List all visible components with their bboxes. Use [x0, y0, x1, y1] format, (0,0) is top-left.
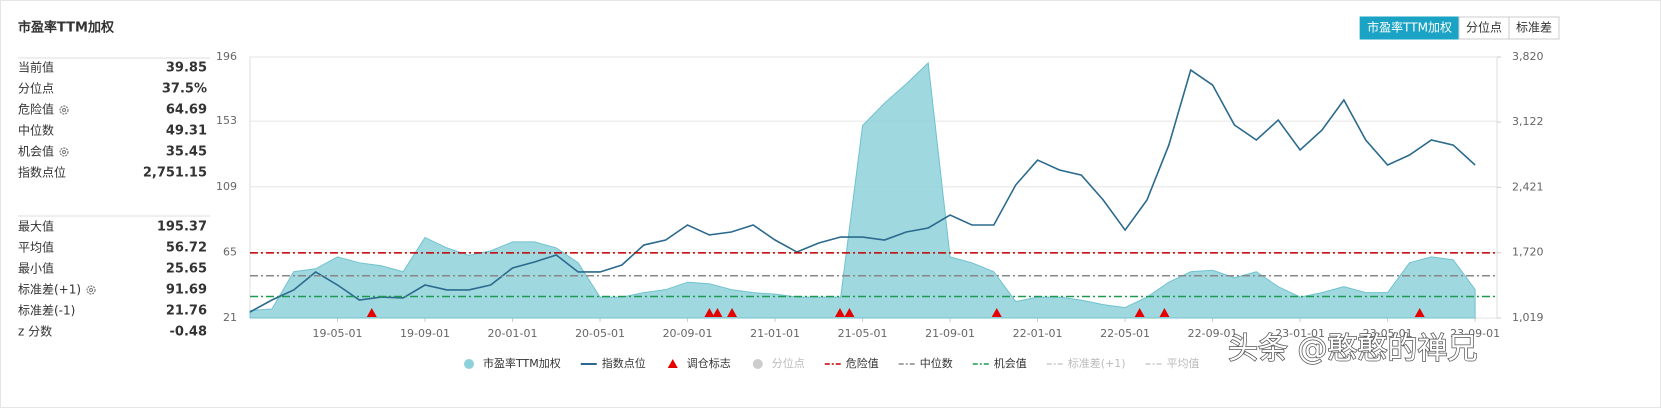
- stat-label: 当前值: [18, 60, 54, 75]
- settings-icon: [86, 285, 96, 295]
- stat-value: 49.31: [166, 124, 207, 139]
- settings-icon: [62, 108, 67, 112]
- y-tick-label: 65: [223, 245, 237, 258]
- y2-tick-label: 2,421: [1512, 180, 1544, 193]
- x-tick-label: 21-09-01: [925, 327, 975, 340]
- stat-value: 195.37: [157, 220, 207, 235]
- legend-item[interactable]: 调仓标志: [667, 356, 731, 370]
- stat-label: 平均值: [18, 240, 54, 255]
- stat-label: 中位数: [18, 123, 54, 138]
- y-tick-label: 109: [216, 180, 237, 193]
- y-tick-label: 196: [216, 50, 237, 63]
- legend-label: 机会值: [994, 356, 1027, 370]
- settings-icon: [59, 147, 69, 157]
- legend-label: 指数点位: [602, 356, 646, 370]
- panel-title: 市盈率TTM加权: [18, 20, 115, 36]
- rebalance-marker: [704, 308, 715, 317]
- legend-label: 中位数: [920, 356, 953, 370]
- stat-value: 25.65: [166, 262, 207, 277]
- stat-value: -0.48: [170, 325, 207, 340]
- stat-value: 2,751.15: [143, 166, 207, 181]
- x-tick-label: 23-09-01: [1450, 327, 1500, 340]
- stat-label: z 分数: [18, 324, 52, 339]
- stat-label: 机会值: [18, 144, 54, 159]
- x-tick-label: 22-01-01: [1013, 327, 1063, 340]
- x-tick-label: 20-09-01: [663, 327, 713, 340]
- tab[interactable]: 标准差: [1516, 21, 1552, 35]
- x-tick-label: 20-01-01: [488, 327, 538, 340]
- stat-label: 标准差(+1): [18, 283, 81, 297]
- stat-label: 最小值: [18, 261, 54, 276]
- legend-item[interactable]: 指数点位: [580, 356, 646, 370]
- y2-tick-label: 3,122: [1512, 115, 1544, 128]
- stat-label: 指数点位: [18, 165, 66, 180]
- x-tick-label: 23-05-01: [1363, 327, 1413, 340]
- rebalance-marker: [1159, 308, 1170, 317]
- rebalance-marker: [366, 308, 377, 317]
- stat-label: 分位点: [18, 81, 54, 96]
- tab[interactable]: 市盈率TTM加权: [1367, 20, 1452, 35]
- legend-item[interactable]: 市盈率TTM加权: [464, 356, 561, 370]
- rebalance-marker: [991, 308, 1002, 317]
- index-line: [249, 68, 1476, 313]
- legend-label: 危险值: [846, 356, 879, 370]
- y2-tick-label: 3,820: [1512, 50, 1544, 63]
- tab-box[interactable]: [1508, 16, 1560, 40]
- stat-value: 21.76: [166, 304, 207, 319]
- rebalance-marker: [712, 308, 723, 317]
- watermark: 头条 @憨憨的禅兄: [1228, 332, 1478, 367]
- legend-symbol: [752, 359, 763, 369]
- y2-tick-label: 1,720: [1512, 246, 1544, 259]
- x-tick-label: 21-01-01: [750, 327, 800, 340]
- stat-label: 最大值: [18, 219, 54, 234]
- rebalance-marker: [844, 308, 855, 317]
- legend-label: 平均值: [1167, 357, 1200, 370]
- stat-value: 64.69: [166, 103, 207, 118]
- legend-symbol: [464, 359, 474, 369]
- y-tick-label: 153: [216, 114, 237, 127]
- stat-label: 危险值: [18, 102, 54, 117]
- stat-value: 39.85: [166, 61, 207, 76]
- legend-symbol: [667, 359, 678, 368]
- settings-icon: [89, 288, 94, 292]
- stat-value: 91.69: [166, 283, 207, 298]
- settings-icon: [59, 105, 69, 115]
- x-tick-label: 21-05-01: [838, 327, 888, 340]
- rebalance-marker: [727, 308, 738, 317]
- rebalance-marker: [1134, 308, 1145, 317]
- legend-item[interactable]: 危险值: [824, 356, 879, 370]
- rebalance-marker: [1414, 308, 1425, 317]
- stat-label: 标准差(-1): [18, 304, 75, 318]
- x-tick-label: 22-09-01: [1188, 327, 1238, 340]
- legend-label: 调仓标志: [687, 356, 731, 370]
- x-tick-label: 22-05-01: [1100, 327, 1150, 340]
- legend-label: 分位点: [772, 356, 805, 370]
- x-tick-label: 19-09-01: [400, 327, 450, 340]
- y-tick-label: 21: [223, 311, 237, 324]
- legend-item[interactable]: 标准差(+1): [1046, 356, 1126, 370]
- x-tick-label: 20-05-01: [575, 327, 625, 340]
- rebalance-marker: [834, 308, 845, 317]
- tab[interactable]: 分位点: [1466, 20, 1502, 35]
- x-tick-label: 19-05-01: [313, 327, 363, 340]
- x-tick-label: 23-01-01: [1275, 327, 1325, 340]
- stat-value: 56.72: [166, 241, 207, 256]
- legend-label: 市盈率TTM加权: [483, 356, 561, 370]
- settings-icon: [62, 150, 67, 154]
- legend-item[interactable]: 平均值: [1145, 357, 1200, 370]
- y2-tick-label: 1,019: [1512, 311, 1544, 324]
- axes: 21 65 109 153 196 1,019 1,720 2,421 3,122 3,820 19…: [216, 50, 1544, 340]
- legend-item[interactable]: 中位数: [898, 356, 953, 370]
- stat-value: 35.45: [166, 145, 207, 160]
- stat-value: 37.5%: [162, 82, 207, 97]
- legend-label: 标准差(+1): [1068, 356, 1126, 370]
- legend-item[interactable]: 分位点: [752, 356, 805, 370]
- legend-item[interactable]: 机会值: [972, 356, 1027, 370]
